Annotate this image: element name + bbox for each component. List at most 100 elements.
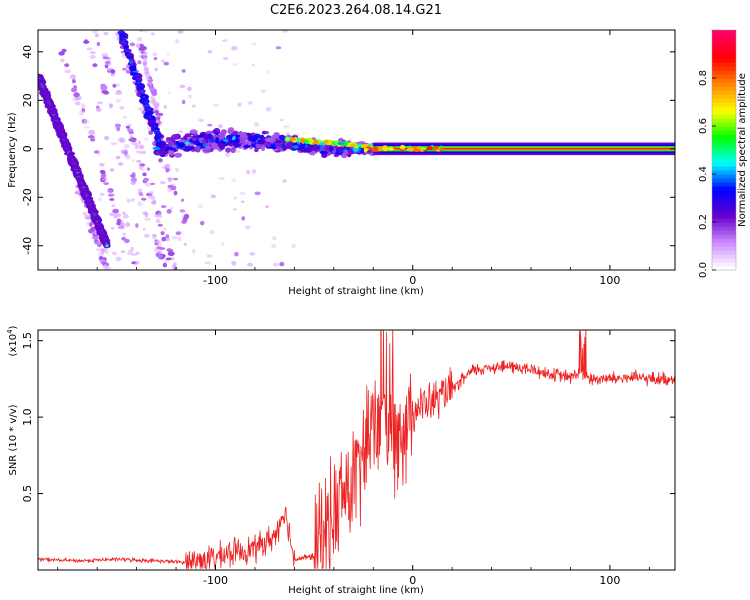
snr-frame (37, 329, 676, 571)
heat-mark (243, 144, 250, 149)
heat-mark (166, 52, 171, 56)
heat-mark (348, 148, 354, 155)
heat-mark (122, 232, 127, 236)
heat-mark (179, 84, 186, 88)
heat-mark (343, 149, 348, 156)
heat-mark (60, 58, 65, 63)
colorbar-swatch (712, 30, 736, 35)
heat-mark (158, 254, 163, 258)
heat-mark (265, 107, 272, 112)
heat-mark (86, 47, 93, 51)
heat-mark (275, 46, 282, 50)
colorbar-tick-label: 0.4 (698, 166, 709, 182)
heat-mark (175, 167, 179, 172)
heat-mark (417, 146, 422, 150)
y-tick-label: 1.0 (21, 408, 34, 426)
heat-mark (234, 150, 241, 153)
heat-mark (157, 212, 162, 217)
heat-mark (363, 147, 368, 153)
colorbar-swatch (712, 190, 736, 195)
heat-mark (137, 140, 141, 145)
heat-mark (144, 212, 149, 218)
heat-mark (163, 61, 170, 66)
heat-mark (279, 261, 285, 267)
colorbar-swatch (712, 142, 736, 147)
heat-mark (112, 142, 118, 145)
heat-mark (308, 139, 314, 145)
colorbar-swatch (712, 174, 736, 179)
heat-mark (183, 242, 187, 246)
colorbar-swatch (712, 102, 736, 107)
heat-mark (138, 188, 143, 192)
heat-mark (102, 88, 107, 92)
heat-mark (149, 100, 156, 104)
heat-mark (167, 91, 172, 94)
heat-mark (331, 141, 336, 146)
heat-mark (265, 69, 269, 74)
heat-mark (152, 52, 157, 57)
heat-mark (88, 129, 95, 135)
heat-mark (95, 107, 102, 112)
heat-mark (75, 95, 82, 101)
heat-mark (153, 56, 158, 61)
colorbar-swatch (712, 206, 736, 211)
chart-title: C2E6.2023.264.08.14.G21 (270, 3, 442, 18)
heat-mark (139, 150, 143, 155)
heat-mark (178, 130, 183, 133)
heat-mark (300, 148, 305, 153)
heat-mark (282, 146, 287, 151)
heat-mark (104, 64, 109, 69)
heat-mark (191, 248, 196, 254)
heat-mark (158, 142, 162, 146)
heat-mark (285, 137, 290, 141)
heat-mark (220, 133, 226, 140)
colorbar-swatch (712, 198, 736, 203)
colorbar-swatch (712, 62, 736, 67)
heat-mark (156, 246, 163, 250)
heat-mark (217, 124, 223, 129)
colorbar-tick-label: 0.6 (698, 118, 709, 134)
heat-mark (328, 146, 334, 151)
heat-mark (166, 248, 173, 252)
heat-mark (142, 61, 147, 66)
heat-mark (177, 142, 185, 148)
heat-mark (163, 104, 167, 110)
colorbar-swatch (712, 90, 736, 95)
colorbar-swatch (712, 182, 736, 187)
y-tick-label: -20 (21, 188, 34, 206)
heat-mark (237, 102, 242, 107)
heat-mark (382, 145, 388, 149)
heat-mark (125, 155, 131, 160)
heat-mark (135, 223, 139, 228)
heat-mark (439, 147, 444, 152)
heat-mark (218, 177, 225, 180)
heat-mark (209, 138, 216, 143)
heat-mark (131, 253, 138, 256)
heat-mark (147, 191, 155, 195)
heat-mark (170, 256, 175, 261)
heat-mark (133, 260, 141, 265)
heat-mark (115, 155, 121, 160)
colorbar-swatch (712, 58, 736, 63)
heat-mark (131, 174, 136, 178)
heat-mark (166, 209, 172, 214)
colorbar-swatch (712, 66, 736, 71)
heat-mark (265, 205, 270, 209)
heat-mark (122, 213, 129, 219)
snr-panel: -100 0 100 0.5 1.0 1.5 Height of straight li… (6, 325, 676, 596)
heat-mark (267, 137, 275, 143)
heat-mark (165, 168, 170, 173)
heat-mark (99, 259, 106, 263)
heat-mark (137, 201, 143, 207)
heat-mark (138, 36, 143, 42)
heat-mark (245, 225, 251, 230)
spectrogram-x-label: Height of straight line (km) (288, 286, 424, 297)
y-tick-label: 20 (21, 93, 34, 107)
heat-mark (96, 41, 101, 47)
heat-mark (178, 139, 187, 143)
x-tick-label: 100 (599, 274, 620, 287)
heat-mark (188, 94, 192, 99)
heat-mark (103, 263, 108, 268)
heat-mark (153, 110, 159, 114)
heat-mark (274, 142, 283, 148)
